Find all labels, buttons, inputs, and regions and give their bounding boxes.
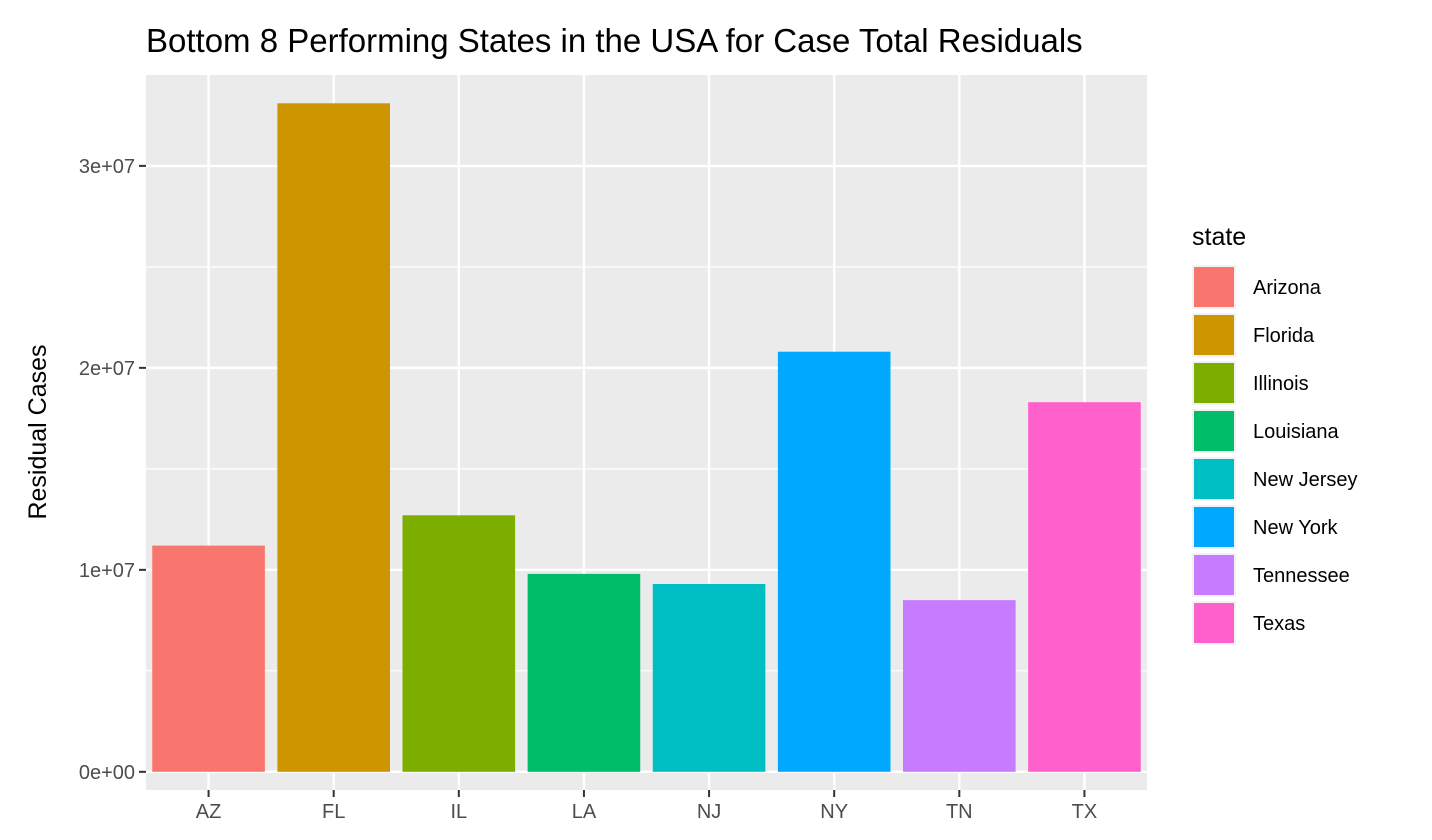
- legend-swatch: [1194, 507, 1234, 547]
- x-tick-label: TN: [946, 801, 973, 823]
- bar-tx: [1028, 402, 1141, 772]
- legend-swatch: [1194, 555, 1234, 595]
- bar-az: [152, 545, 265, 772]
- y-tick-label: 2e+07: [79, 358, 135, 380]
- legend-label: Illinois: [1253, 373, 1309, 395]
- x-tick-label: NJ: [697, 801, 721, 823]
- x-tick-label: AZ: [196, 801, 222, 823]
- x-axis: AZ FL IL LA NJ NY TN TX: [196, 790, 1097, 823]
- legend-swatch: [1194, 459, 1234, 499]
- legend-swatch: [1194, 603, 1234, 643]
- legend-label: Texas: [1253, 613, 1305, 635]
- legend-label: Florida: [1253, 325, 1315, 347]
- bar-nj: [652, 583, 766, 772]
- y-tick-label: 3e+07: [79, 156, 135, 178]
- legend-label: Louisiana: [1253, 421, 1340, 443]
- bar-tn: [903, 600, 1016, 772]
- x-tick-label: NY: [820, 801, 848, 823]
- legend-swatch: [1194, 267, 1234, 307]
- bar-fl: [277, 103, 390, 772]
- y-axis: 0e+00 1e+07 2e+07 3e+07: [79, 156, 146, 784]
- bars: [152, 103, 1141, 772]
- bar-la: [527, 573, 641, 772]
- y-tick-label: 1e+07: [79, 560, 135, 582]
- legend-label: Arizona: [1253, 277, 1322, 299]
- legend-label: New York: [1253, 517, 1338, 539]
- legend-label: New Jersey: [1253, 469, 1357, 491]
- legend-items: Arizona Florida Illinois Louisiana New Jerse…: [1192, 265, 1357, 645]
- x-tick-label: IL: [450, 801, 467, 823]
- bar-ny: [777, 351, 891, 772]
- y-axis-title: Residual Cases: [24, 344, 52, 519]
- legend-title: state: [1192, 223, 1246, 251]
- chart-title: Bottom 8 Performing States in the USA fo…: [146, 22, 1083, 59]
- legend-swatch: [1194, 411, 1234, 451]
- legend: state Arizona Florida Illinois Louisiana New…: [1192, 223, 1357, 645]
- legend-swatch: [1194, 315, 1234, 355]
- y-tick-label: 0e+00: [79, 762, 135, 784]
- bar-il: [402, 515, 516, 772]
- x-tick-label: LA: [572, 801, 597, 823]
- x-tick-label: TX: [1072, 801, 1098, 823]
- legend-label: Tennessee: [1253, 565, 1350, 587]
- legend-swatch: [1194, 363, 1234, 403]
- x-tick-label: FL: [322, 801, 345, 823]
